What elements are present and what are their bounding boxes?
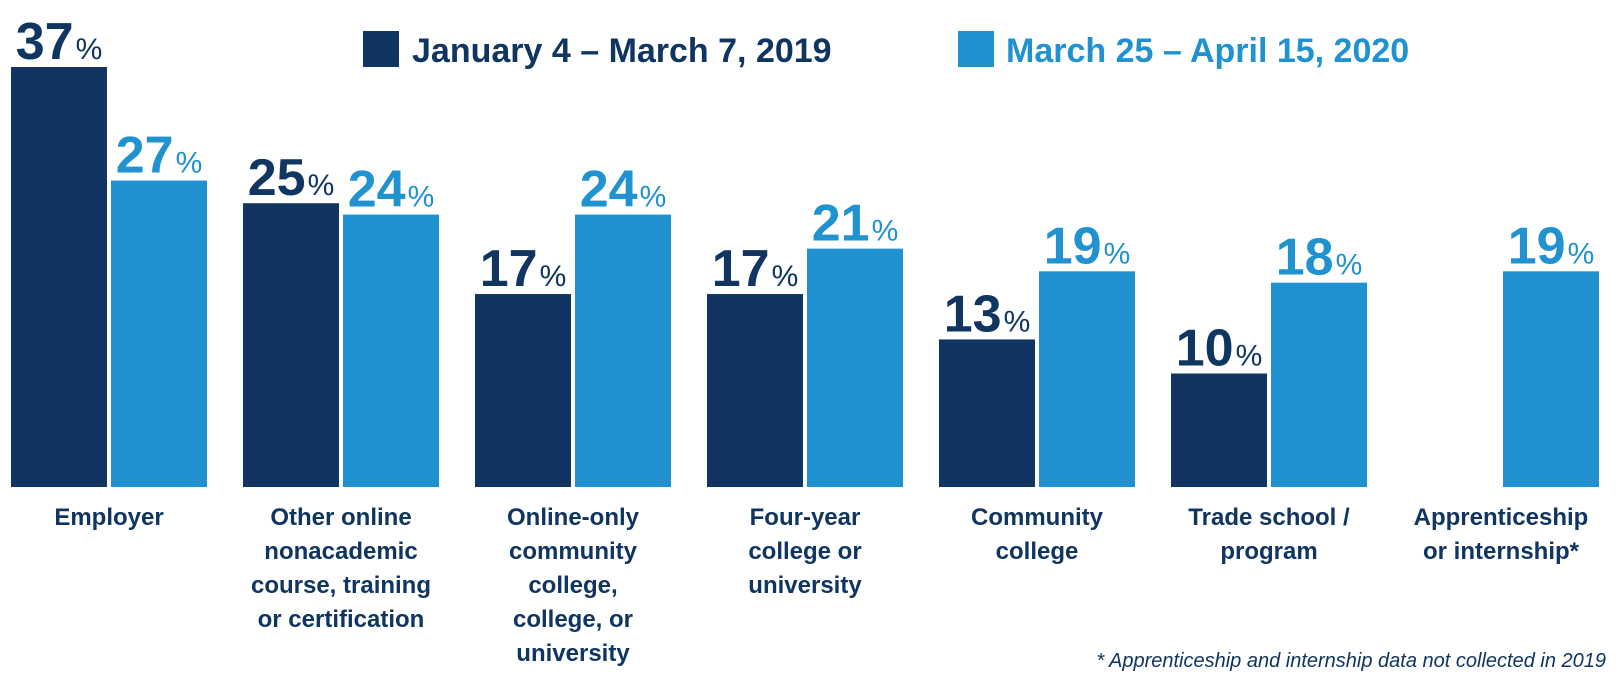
bar-2020-1	[343, 214, 439, 487]
category-labels-group: Employer Other online nonacademic course, t…	[54, 504, 1588, 667]
bar-2020-3	[807, 248, 903, 487]
legend: January 4 – March 7, 2019 March 25 – Apr…	[363, 31, 1409, 70]
category-label-4: Community college	[971, 504, 1104, 565]
category-label-0: Employer	[54, 504, 163, 531]
bar-2020-0	[111, 180, 207, 487]
bar-2020-5	[1271, 282, 1367, 487]
legend-label-2019: January 4 – March 7, 2019	[412, 32, 832, 70]
value-label-2020-3: 21%	[812, 195, 899, 253]
bar-2019-2	[475, 294, 571, 487]
category-label-5: Trade school / program	[1188, 504, 1350, 565]
bar-2019-1	[243, 203, 339, 487]
bar-2019-0	[11, 67, 107, 487]
value-label-2020-1: 24%	[348, 161, 435, 219]
value-label-2019-4: 13%	[944, 285, 1031, 343]
value-label-2019-0: 37%	[16, 13, 103, 71]
bar-2020-2	[575, 214, 671, 487]
bar-2019-3	[707, 294, 803, 487]
bar-2019-4	[939, 339, 1035, 487]
value-label-2020-2: 24%	[580, 161, 667, 219]
bar-2020-4	[1039, 271, 1135, 487]
value-label-2020-0: 27%	[116, 127, 203, 185]
category-label-2: Online-only community college, college, or u…	[507, 504, 640, 667]
value-label-2020-6: 19%	[1508, 217, 1595, 275]
category-label-1: Other online nonacademic course, training o…	[251, 504, 431, 633]
value-label-2020-4: 19%	[1044, 217, 1131, 275]
category-label-3: Four-year college or university	[748, 504, 862, 599]
legend-swatch-2019	[363, 31, 399, 67]
bar-2019-5	[1171, 373, 1267, 487]
value-labels-group: 37%27% 25% 24%17%24%17%21%13%19%10%18% 19%	[16, 13, 1595, 377]
value-label-2020-5: 18%	[1276, 229, 1363, 287]
footnote: * Apprenticeship and internship data not…	[1096, 650, 1606, 672]
value-label-2019-3: 17%	[712, 240, 799, 298]
legend-label-2020: March 25 – April 15, 2020	[1006, 32, 1409, 70]
value-label-2019-2: 17%	[480, 240, 567, 298]
value-label-2019-1: 25%	[248, 149, 335, 207]
category-label-6: Apprenticeship or internship*	[1414, 504, 1589, 565]
bar-2020-6	[1503, 271, 1599, 487]
value-label-2019-5: 10%	[1176, 319, 1263, 377]
bars-group	[11, 67, 1599, 487]
legend-swatch-2020	[958, 31, 994, 67]
